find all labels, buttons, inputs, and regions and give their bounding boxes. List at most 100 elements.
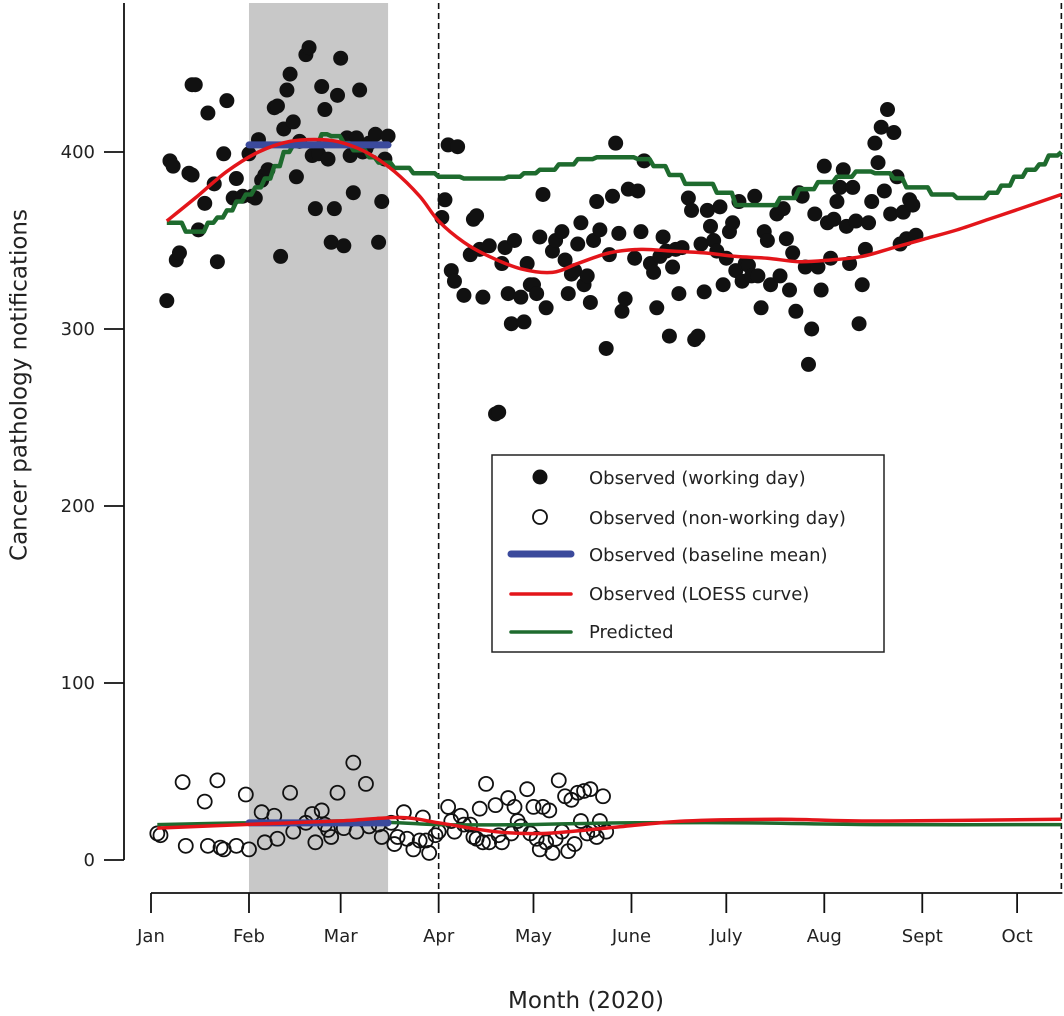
point-non-working-day	[421, 845, 438, 861]
point-working-day	[630, 183, 646, 199]
point-working-day	[159, 293, 175, 309]
y-tick-label-0: 0	[84, 850, 95, 871]
point-working-day	[216, 146, 232, 162]
point-non-working-day	[478, 775, 494, 792]
point-non-working-day	[541, 802, 558, 819]
point-non-working-day	[440, 799, 457, 815]
point-working-day	[469, 208, 485, 224]
point-working-day	[699, 202, 715, 218]
point-working-day	[813, 282, 829, 298]
legend-marker-non-working-day	[532, 509, 548, 525]
point-working-day	[579, 268, 595, 284]
y-tick-label-100: 100	[61, 673, 95, 694]
point-working-day	[848, 213, 864, 229]
point-working-day	[481, 238, 497, 254]
point-working-day	[680, 190, 696, 206]
point-working-day	[725, 215, 741, 231]
point-working-day	[702, 218, 718, 234]
point-working-day	[592, 222, 608, 238]
predicted-working-day	[166, 132, 1063, 234]
point-non-working-day	[199, 837, 216, 854]
point-working-day	[864, 194, 880, 210]
point-working-day	[560, 286, 576, 302]
point-non-working-day	[237, 786, 254, 803]
point-working-day	[845, 179, 861, 195]
x-tick-label-sept: Sept	[902, 926, 943, 947]
point-working-day	[800, 356, 816, 372]
point-working-day	[646, 264, 662, 280]
point-working-day	[876, 183, 892, 199]
point-working-day	[712, 199, 728, 215]
point-working-day	[320, 151, 336, 167]
point-working-day	[750, 268, 766, 284]
point-non-working-day	[471, 800, 488, 817]
point-non-working-day	[427, 827, 444, 844]
point-working-day	[873, 119, 889, 135]
point-working-day	[279, 82, 295, 98]
point-working-day	[810, 259, 826, 275]
point-working-day	[456, 287, 472, 303]
x-axis-title: Month (2020)	[508, 988, 664, 1014]
x-tick-label-mar: Mar	[324, 926, 359, 947]
point-non-working-day	[566, 836, 583, 852]
point-non-working-day	[475, 834, 491, 851]
point-working-day	[883, 206, 899, 222]
point-non-working-day	[519, 781, 536, 798]
point-working-day	[529, 286, 545, 302]
point-non-working-day	[411, 832, 428, 849]
y-tick-label-300: 300	[61, 319, 95, 340]
point-working-day	[851, 316, 867, 332]
x-tick-label-aug: Aug	[807, 926, 842, 947]
point-working-day	[301, 40, 317, 56]
point-working-day	[655, 229, 671, 245]
point-working-day	[380, 128, 396, 144]
point-working-day	[775, 201, 791, 217]
point-working-day	[854, 277, 870, 293]
point-working-day	[352, 82, 368, 98]
point-working-day	[763, 277, 779, 293]
point-working-day	[880, 102, 896, 118]
point-non-working-day	[487, 797, 504, 814]
point-working-day	[886, 125, 902, 141]
point-working-day	[503, 316, 519, 332]
point-working-day	[759, 233, 775, 248]
point-non-working-day	[544, 845, 561, 861]
point-non-working-day	[582, 781, 599, 798]
observed-loess-curve-working-day	[165, 137, 1062, 275]
point-working-day	[219, 93, 235, 109]
point-working-day	[826, 211, 842, 227]
point-working-day	[778, 231, 794, 247]
point-working-day	[614, 303, 630, 319]
point-working-day	[582, 294, 598, 310]
point-non-working-day	[345, 754, 362, 771]
point-working-day	[570, 236, 586, 252]
legend: Observed (working day) Observed (non-wor…	[491, 454, 885, 653]
legend-label-baseline-mean: Observed (baseline mean)	[589, 545, 828, 566]
legend-label-working-day: Observed (working day)	[589, 468, 806, 489]
point-non-working-day	[399, 830, 415, 847]
point-working-day	[333, 50, 349, 66]
point-working-day	[785, 245, 801, 261]
point-working-day	[617, 291, 633, 307]
point-working-day	[715, 277, 731, 293]
point-non-working-day	[358, 775, 374, 792]
point-working-day	[832, 179, 848, 195]
point-working-day	[554, 224, 570, 240]
point-working-day	[475, 289, 491, 305]
point-non-working-day	[525, 799, 542, 815]
point-working-day	[171, 245, 187, 261]
point-working-day	[329, 87, 345, 103]
point-working-day	[535, 186, 551, 202]
point-working-day	[228, 171, 244, 187]
point-non-working-day	[576, 783, 592, 799]
point-working-day	[861, 215, 877, 231]
point-working-day	[317, 102, 333, 118]
point-working-day	[661, 328, 677, 344]
point-working-day	[718, 250, 734, 266]
point-non-working-day	[528, 830, 545, 847]
legend-label-loess-curve: Observed (LOESS curve)	[589, 584, 809, 605]
point-working-day	[633, 224, 649, 240]
point-working-day	[753, 300, 769, 316]
point-non-working-day	[572, 813, 589, 829]
point-working-day	[684, 202, 700, 218]
